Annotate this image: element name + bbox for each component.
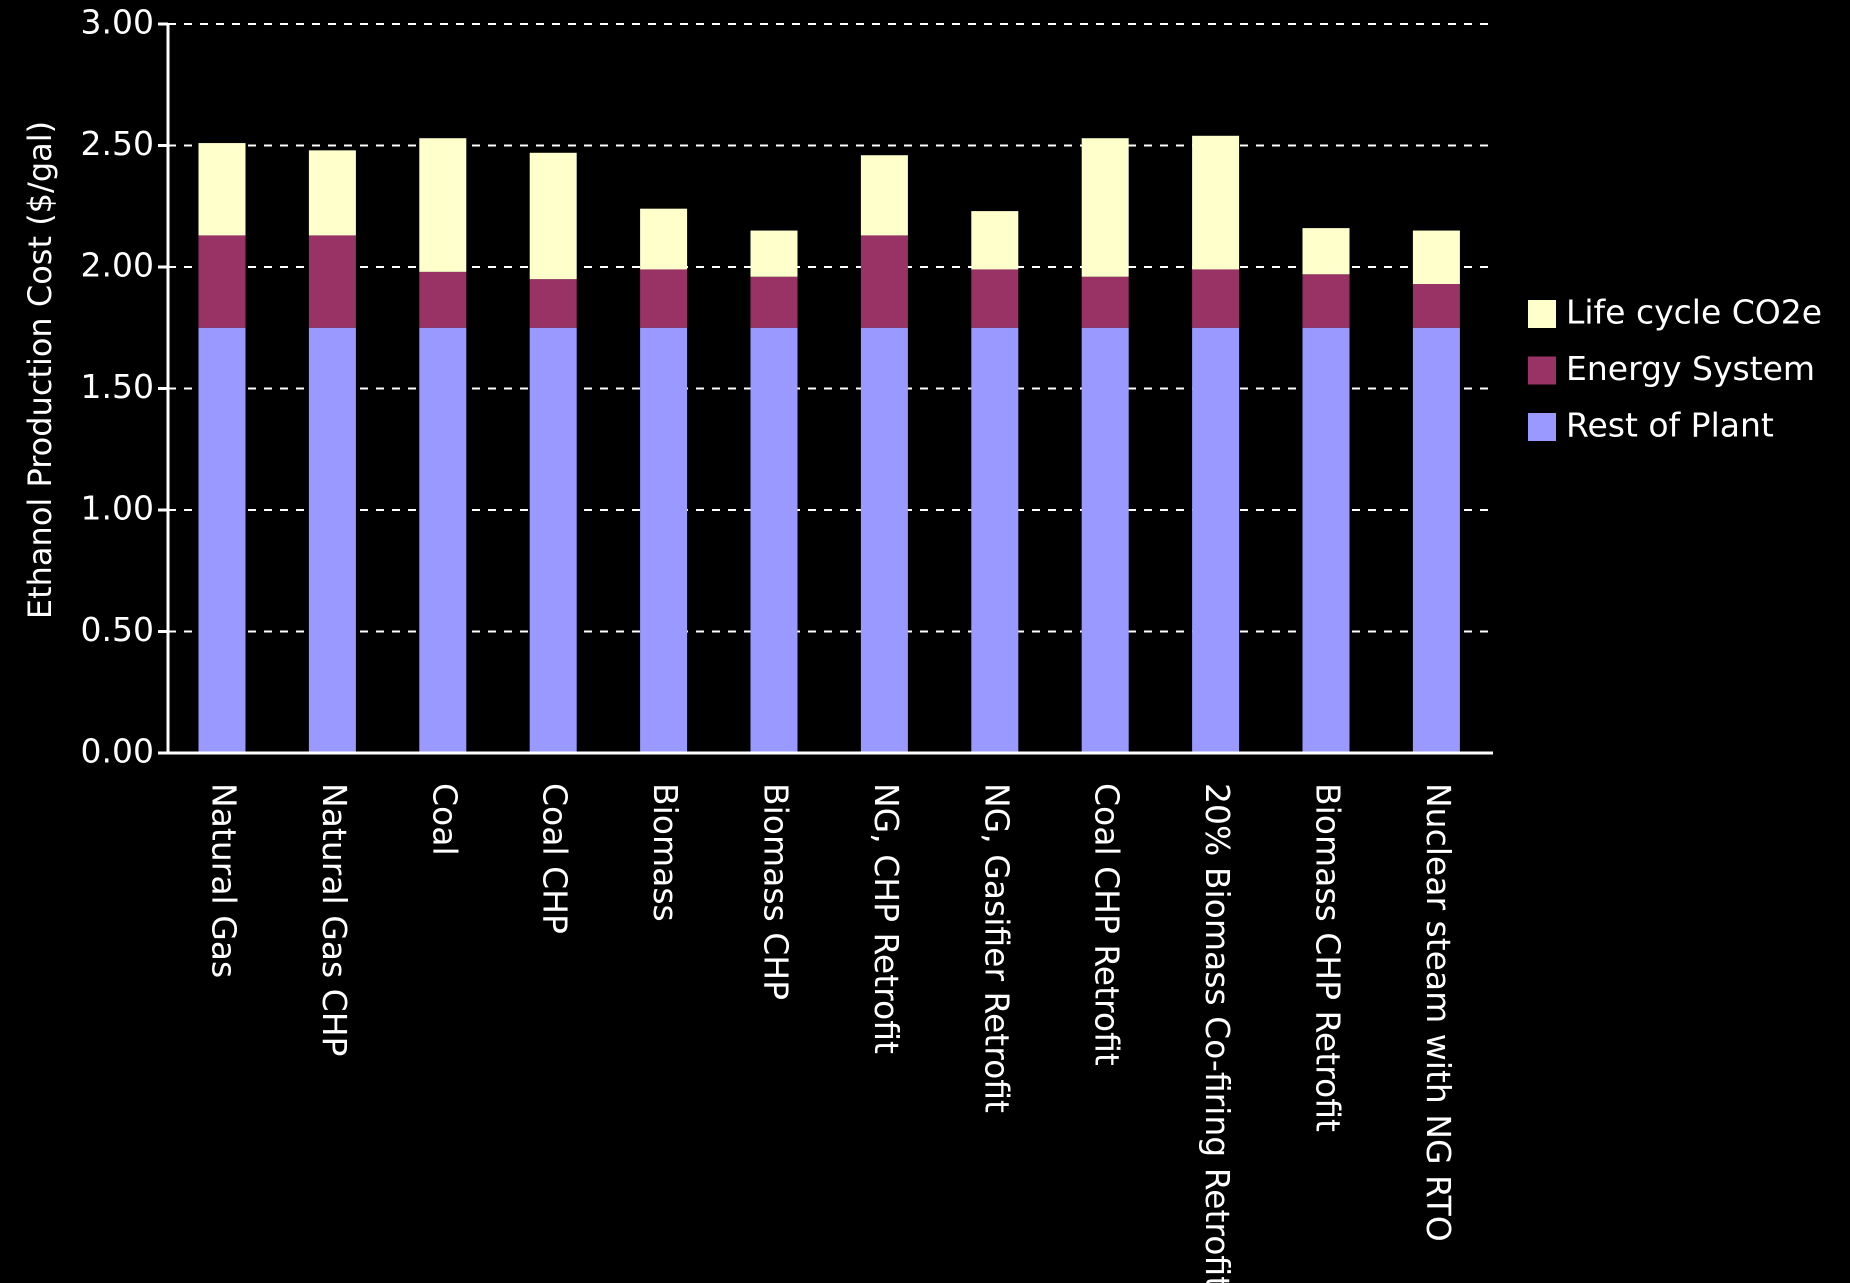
bar-segment [1081, 138, 1129, 277]
bar-segment [308, 235, 356, 328]
x-tick-label: Coal [425, 783, 464, 856]
bar-segment [198, 143, 246, 236]
bar-segment [1192, 269, 1240, 328]
bar-segment [529, 152, 577, 280]
y-tick-label: 0.50 [81, 610, 154, 649]
legend-label: Energy System [1566, 349, 1815, 388]
x-tick-label: Biomass [646, 783, 685, 922]
bar-segment [1302, 274, 1350, 328]
bar-segment [1081, 276, 1129, 328]
bar-segment [1412, 230, 1460, 285]
bar-segment [1302, 228, 1350, 275]
bar-segment [1302, 327, 1350, 753]
bar-segment [529, 279, 577, 328]
x-tick-label: Natural Gas [205, 783, 244, 978]
bar-segment [750, 327, 798, 753]
y-tick-label: 2.50 [81, 124, 154, 163]
y-tick-label: 1.50 [81, 367, 154, 406]
bar-segment [419, 271, 467, 328]
bar-segment [308, 150, 356, 236]
legend-label: Life cycle CO2e [1566, 293, 1822, 332]
x-tick-label: Biomass CHP Retrofit [1309, 783, 1348, 1132]
y-tick-label: 1.00 [81, 489, 154, 528]
y-tick-label: 2.00 [81, 246, 154, 285]
bar-segment [750, 230, 798, 277]
bar-segment [419, 327, 467, 753]
x-tick-label: Biomass CHP [757, 783, 796, 1000]
bar-segment [1412, 327, 1460, 753]
x-tick-label: Coal CHP [536, 783, 575, 934]
y-axis-label: Ethanol Production Cost ($/gal) [21, 121, 59, 619]
y-tick-label: 3.00 [81, 3, 154, 42]
legend-label: Rest of Plant [1566, 406, 1774, 445]
x-tick-label: Natural Gas CHP [315, 783, 354, 1056]
bar-segment [1192, 135, 1240, 270]
bar-segment [198, 327, 246, 753]
legend-swatch [1528, 413, 1556, 441]
bar-segment [971, 269, 1019, 328]
x-tick-label: NG, CHP Retrofit [867, 783, 906, 1054]
x-tick-label: 20% Biomass Co-firing Retrofit [1198, 783, 1237, 1283]
x-tick-label: Nuclear steam with NG RTO [1419, 783, 1458, 1242]
bar-segment [971, 327, 1019, 753]
bar-segment [640, 208, 688, 270]
bar-segment [860, 235, 908, 328]
bar-segment [529, 327, 577, 753]
legend-swatch [1528, 356, 1556, 385]
bar-segment [1412, 284, 1460, 328]
legend-swatch [1528, 300, 1556, 328]
bar-segment [750, 276, 798, 328]
y-tick-label: 0.00 [81, 732, 154, 771]
bar-segment [419, 138, 467, 272]
bar-segment [1081, 327, 1129, 753]
bar-segment [640, 327, 688, 753]
bar-segment [198, 235, 246, 328]
bar-segment [971, 211, 1019, 270]
x-tick-label: NG, Gasifier Retrofit [977, 783, 1016, 1113]
x-tick-label: Coal CHP Retrofit [1088, 783, 1127, 1066]
bar-segment [640, 269, 688, 328]
bar-segment [860, 155, 908, 236]
bar-segment [860, 327, 908, 753]
bar-segment [1192, 327, 1240, 753]
bar-segment [308, 327, 356, 753]
